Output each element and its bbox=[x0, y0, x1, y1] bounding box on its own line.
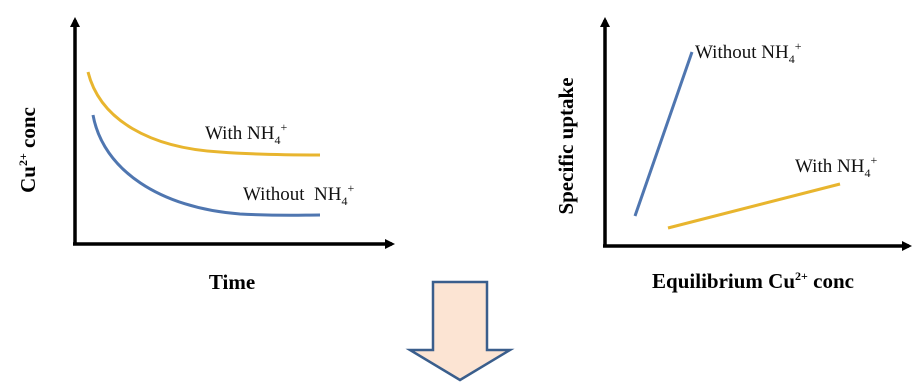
left-curve-without-nh4 bbox=[91, 114, 321, 217]
left-y-axis-label: Cu2+ conc bbox=[16, 107, 40, 193]
right-with-nh4-label: With NH4+ bbox=[795, 153, 877, 180]
right-y-axis-label: Specific uptake bbox=[554, 77, 578, 214]
right-line-with-nh4 bbox=[667, 182, 841, 230]
left-curve-with-nh4 bbox=[86, 71, 321, 157]
right-without-nh4-label: Without NH4+ bbox=[695, 39, 802, 66]
left-x-axis-label: Time bbox=[209, 270, 255, 294]
down-arrow-icon bbox=[405, 280, 515, 382]
left-without-nh4-label: Without NH4+ bbox=[243, 181, 354, 208]
right-x-axis-label: Equilibrium Cu2+ conc bbox=[652, 269, 854, 293]
right-line-without-nh4 bbox=[633, 51, 694, 217]
left-panel: With NH4+ Without NH4+ Cu2+ conc Time bbox=[16, 17, 395, 294]
right-panel: Without NH4+ With NH4+ Specific uptake E… bbox=[554, 17, 912, 293]
left-with-nh4-label: With NH4+ bbox=[205, 120, 287, 147]
